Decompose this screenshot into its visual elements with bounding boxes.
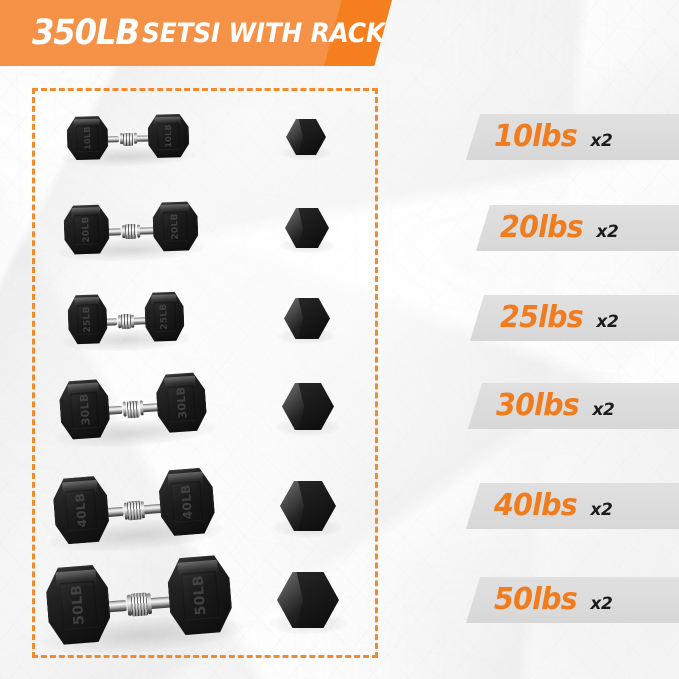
weight-value: 40lbs	[494, 488, 578, 523]
dumbbell-collar-right	[130, 314, 135, 328]
dumbbell-weight-stamp: 30LB	[77, 393, 93, 426]
dumbbell-knurled-grip	[126, 500, 143, 521]
dumbbell-weight-stamp: 25LB	[158, 303, 170, 331]
product-outline-box	[32, 88, 378, 658]
weight-quantity: x2	[590, 131, 613, 151]
dumbbell-weight-stamp: 30LB	[173, 386, 189, 419]
weight-label-text: 20lbs x2	[500, 210, 619, 245]
dumbbell-weight-stamp: 50LB	[68, 584, 88, 626]
weight-label-text: 10lbs x2	[494, 119, 613, 154]
dumbbell-head-left: 10LB	[66, 115, 108, 162]
dumbbell-weight-stamp: 10LB	[82, 126, 92, 150]
dumbbell-knurled-grip	[126, 400, 140, 419]
weight-label-text: 50lbs x2	[494, 582, 613, 617]
weight-label-band: 40lbs x2	[466, 483, 679, 529]
weight-value: 20lbs	[500, 210, 584, 245]
weight-value: 10lbs	[494, 119, 578, 154]
weight-value: 25lbs	[500, 300, 584, 335]
dumbbell-collar-right	[136, 224, 141, 238]
dumbbell-head-right: 10LB	[147, 112, 189, 159]
weight-label-band: 10lbs x2	[466, 114, 679, 160]
dumbbell-weight-stamp: 20LB	[169, 213, 181, 240]
weight-label-text: 25lbs x2	[500, 300, 619, 335]
dumbbell-collar-right	[133, 132, 138, 144]
dumbbell-collar-right	[140, 501, 145, 519]
hex-plate-icon	[285, 208, 329, 248]
weight-quantity: x2	[590, 594, 613, 614]
dumbbell-knurled-grip	[122, 132, 134, 147]
header-banner	[0, 0, 392, 66]
hex-plate-highlight	[285, 208, 303, 248]
page-title-weight: 350LB	[32, 12, 140, 53]
dumbbell-knurled-grip	[130, 592, 149, 617]
dumbbell-icon: 25LB 25LB	[62, 290, 192, 354]
hex-plate-highlight	[286, 119, 303, 155]
weight-quantity: x2	[590, 500, 613, 520]
page-title: 350LB SETSI WITH RACK	[32, 0, 406, 66]
dumbbell-icon: 30LB 30LB	[54, 370, 217, 452]
hex-plate-highlight	[282, 383, 304, 430]
hex-plate-highlight	[277, 572, 303, 628]
weight-label-text: 30lbs x2	[496, 388, 615, 423]
weight-label-band: 25lbs x2	[470, 295, 679, 341]
weight-label-text: 40lbs x2	[494, 488, 613, 523]
dumbbell-weight-stamp: 20LB	[80, 216, 92, 243]
dumbbell-weight-stamp: 10LB	[163, 124, 173, 148]
dumbbell-collar-right	[146, 593, 153, 615]
dumbbell-icon: 10LB 10LB	[61, 112, 196, 168]
weight-label-band: 50lbs x2	[466, 577, 679, 623]
dumbbell-collar-right	[139, 400, 144, 416]
dumbbell-weight-stamp: 50LB	[190, 574, 210, 616]
dumbbell-weight-stamp: 40LB	[72, 492, 90, 529]
dumbbell-icon: 50LB 50LB	[39, 552, 244, 660]
dumbbell-knurled-grip	[124, 223, 137, 240]
dumbbell-knurled-grip	[120, 313, 132, 330]
weight-quantity: x2	[596, 312, 619, 332]
weight-quantity: x2	[596, 222, 619, 242]
dumbbell-icon: 40LB 40LB	[47, 465, 226, 557]
dumbbell-weight-stamp: 25LB	[81, 306, 93, 333]
hex-plate-highlight	[284, 298, 303, 339]
weight-quantity: x2	[592, 400, 615, 420]
page-title-subtitle: SETSI WITH RACK	[142, 17, 385, 49]
dumbbell-icon: 20LB 20LB	[57, 200, 206, 264]
weight-label-band: 20lbs x2	[476, 205, 679, 251]
weight-label-band: 30lbs x2	[468, 383, 679, 429]
dumbbell-weight-stamp: 40LB	[178, 483, 196, 520]
weight-value: 50lbs	[494, 582, 578, 617]
weight-value: 30lbs	[496, 388, 580, 423]
